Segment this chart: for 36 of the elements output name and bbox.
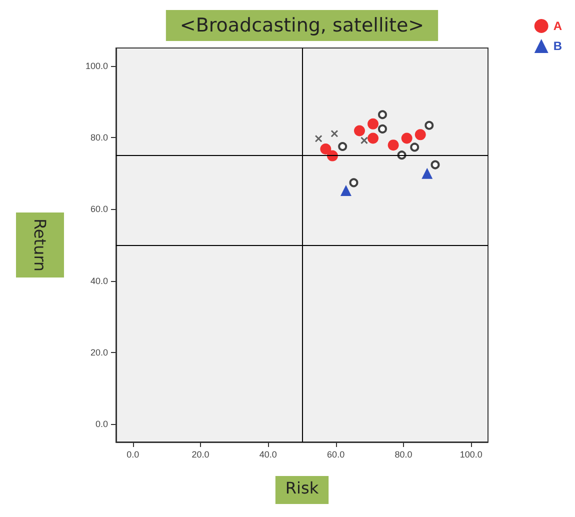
point	[330, 130, 338, 138]
point	[401, 132, 412, 144]
point	[424, 120, 434, 130]
x-tick-label: 100.0	[460, 450, 482, 460]
point	[338, 142, 348, 151]
point	[354, 125, 365, 136]
x-tick-label: 20.0	[192, 450, 210, 460]
point	[340, 185, 352, 196]
x-axis-title: Risk	[285, 478, 320, 498]
y-tick-label: 0.0	[95, 419, 108, 430]
legend-label: B	[553, 39, 562, 53]
point	[368, 118, 379, 130]
x-tick-label: 80.0	[394, 450, 412, 460]
point	[314, 134, 322, 142]
legend-label: A	[553, 19, 562, 33]
y-axis-title: Return	[30, 218, 50, 272]
y-tick-label: 100.0	[85, 60, 108, 71]
point	[368, 132, 379, 144]
point	[378, 124, 387, 134]
point	[349, 178, 358, 188]
point	[430, 160, 440, 170]
point	[410, 142, 420, 152]
x-tick-label: 0.0	[126, 450, 140, 460]
point	[422, 168, 433, 179]
point	[360, 136, 368, 144]
point	[414, 129, 426, 140]
chart-title: <Broadcasting, satellite>	[180, 14, 424, 36]
point	[378, 110, 387, 120]
y-tick-label: 40.0	[90, 276, 108, 286]
x-tick-label: 40.0	[259, 450, 277, 460]
y-tick-label: 20.0	[90, 347, 108, 358]
y-tick-label: 60.0	[90, 204, 108, 214]
y-tick-label: 80.0	[90, 132, 108, 143]
point	[320, 144, 332, 155]
x-tick-label: 60.0	[327, 450, 345, 460]
point	[388, 140, 399, 151]
